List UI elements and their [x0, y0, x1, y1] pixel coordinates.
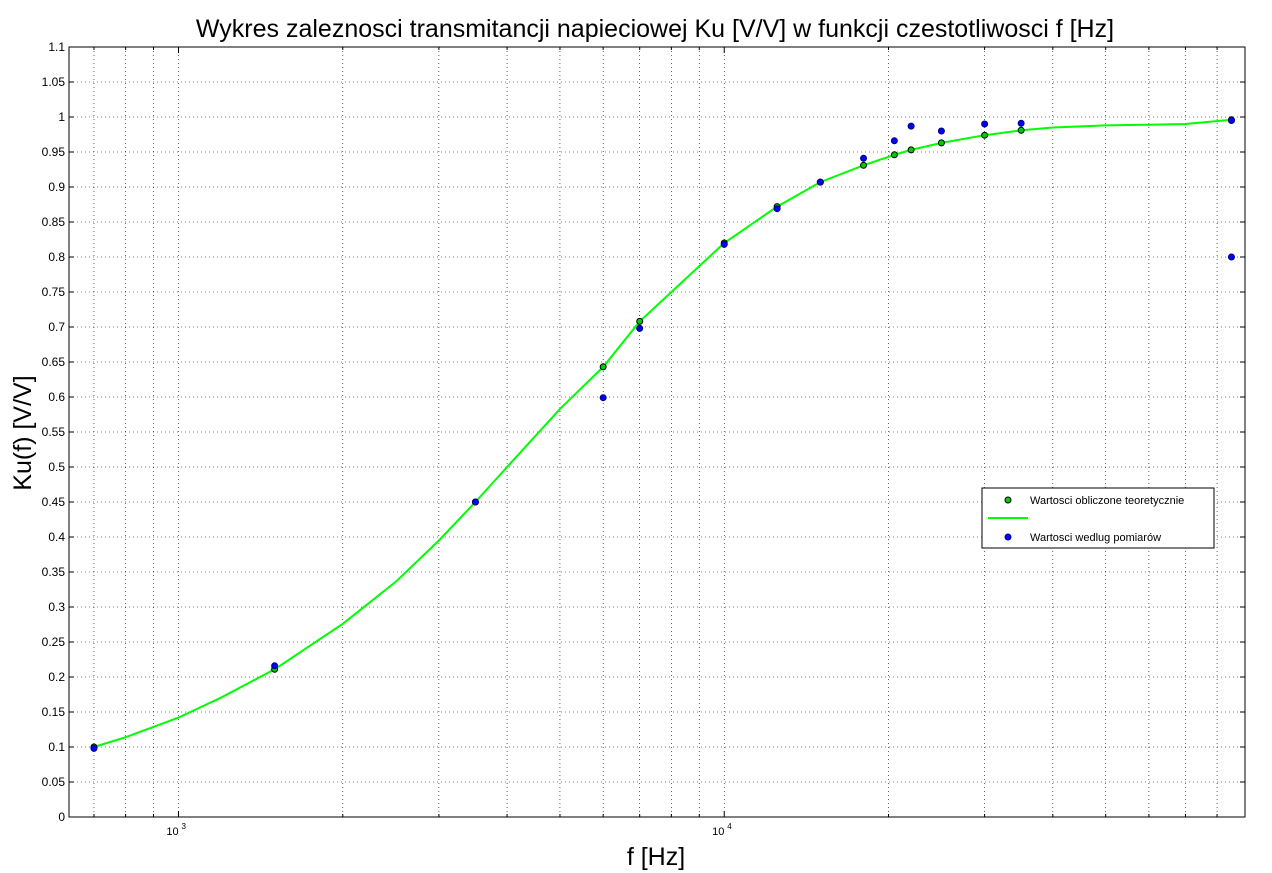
x-axis-ticks: 10 3 10 4 [93, 47, 1218, 838]
legend-label-measured: Wartosci wedlug pomiarów [1030, 532, 1161, 544]
y-tick-label: 0.9 [48, 180, 65, 194]
x-tick-label-base: 10 [712, 826, 724, 838]
data-point [937, 127, 945, 135]
legend: Wartosci obliczone teoretycznie Wartosci… [981, 487, 1215, 549]
y-tick-label: 1 [58, 110, 65, 124]
y-axis-label: Ku(f) [V/V] [9, 375, 37, 490]
y-tick-label: 0.75 [42, 285, 66, 299]
y-tick-label: 0.4 [48, 530, 65, 544]
y-tick-label: 0.1 [48, 740, 65, 754]
y-tick-label: 0.2 [48, 670, 65, 684]
data-point [907, 122, 915, 130]
y-tick-label: 1.1 [48, 40, 65, 54]
data-point [937, 139, 945, 147]
data-point [773, 205, 781, 213]
data-point [890, 151, 898, 159]
y-tick-label: 0.65 [42, 355, 66, 369]
legend-marker-theoretical [1004, 496, 1012, 504]
series-markers-2 [90, 117, 1235, 752]
y-tick-label: 0.85 [42, 215, 66, 229]
y-tick-label: 0.25 [42, 635, 66, 649]
data-point [271, 662, 279, 670]
data-point [981, 120, 989, 128]
data-point [1227, 253, 1235, 261]
x-axis-label: f [Hz] [627, 843, 685, 871]
y-tick-label: 0.5 [48, 460, 65, 474]
y-tick-label: 0.15 [42, 705, 66, 719]
y-tick-label: 0.95 [42, 145, 66, 159]
chart-title: Wykres zaleznosci transmitancji napiecio… [196, 15, 1114, 43]
x-tick-label: 10 4 [712, 822, 732, 838]
series-line-theoretical-curve [93, 118, 1232, 748]
data-point [720, 240, 728, 248]
x-tick-label-base: 10 [166, 826, 178, 838]
data-point [599, 394, 607, 402]
data-point [860, 154, 868, 162]
data-point [907, 146, 915, 154]
y-tick-label: 0.55 [42, 425, 66, 439]
x-tick-label: 10 3 [166, 822, 186, 838]
data-point [816, 178, 824, 186]
x-tick-label-exponent: 4 [727, 822, 732, 831]
y-tick-label: 0.6 [48, 390, 65, 404]
data-point [1017, 126, 1025, 134]
data-point [636, 324, 644, 332]
x-tick-label-exponent: 3 [182, 822, 187, 831]
plot-area [90, 116, 1235, 752]
legend-marker-measured [1004, 533, 1012, 541]
data-point [890, 137, 898, 145]
data-point [1227, 117, 1235, 124]
data-point [636, 317, 644, 325]
y-tick-label: 0.35 [42, 565, 66, 579]
y-tick-label: 0.05 [42, 775, 66, 789]
data-point [90, 744, 98, 752]
data-point [599, 363, 607, 371]
y-axis-ticks: 0 0.05 0.1 0.15 0.2 0.25 0.3 0.35 0.4 0.45 0.5 0.55… [42, 40, 1245, 824]
y-tick-label: 0.8 [48, 250, 65, 264]
data-point [981, 131, 989, 139]
legend-label-theoretical: Wartosci obliczone teoretycznie [1030, 495, 1184, 507]
y-tick-label: 1.05 [42, 75, 66, 89]
grid [69, 47, 1245, 817]
y-tick-label: 0 [58, 810, 65, 824]
data-point [1017, 119, 1025, 127]
data-point [471, 498, 479, 506]
data-point [860, 161, 868, 169]
y-tick-label: 0.3 [48, 600, 65, 614]
y-tick-label: 0.45 [42, 495, 66, 509]
y-tick-label: 0.7 [48, 320, 65, 334]
